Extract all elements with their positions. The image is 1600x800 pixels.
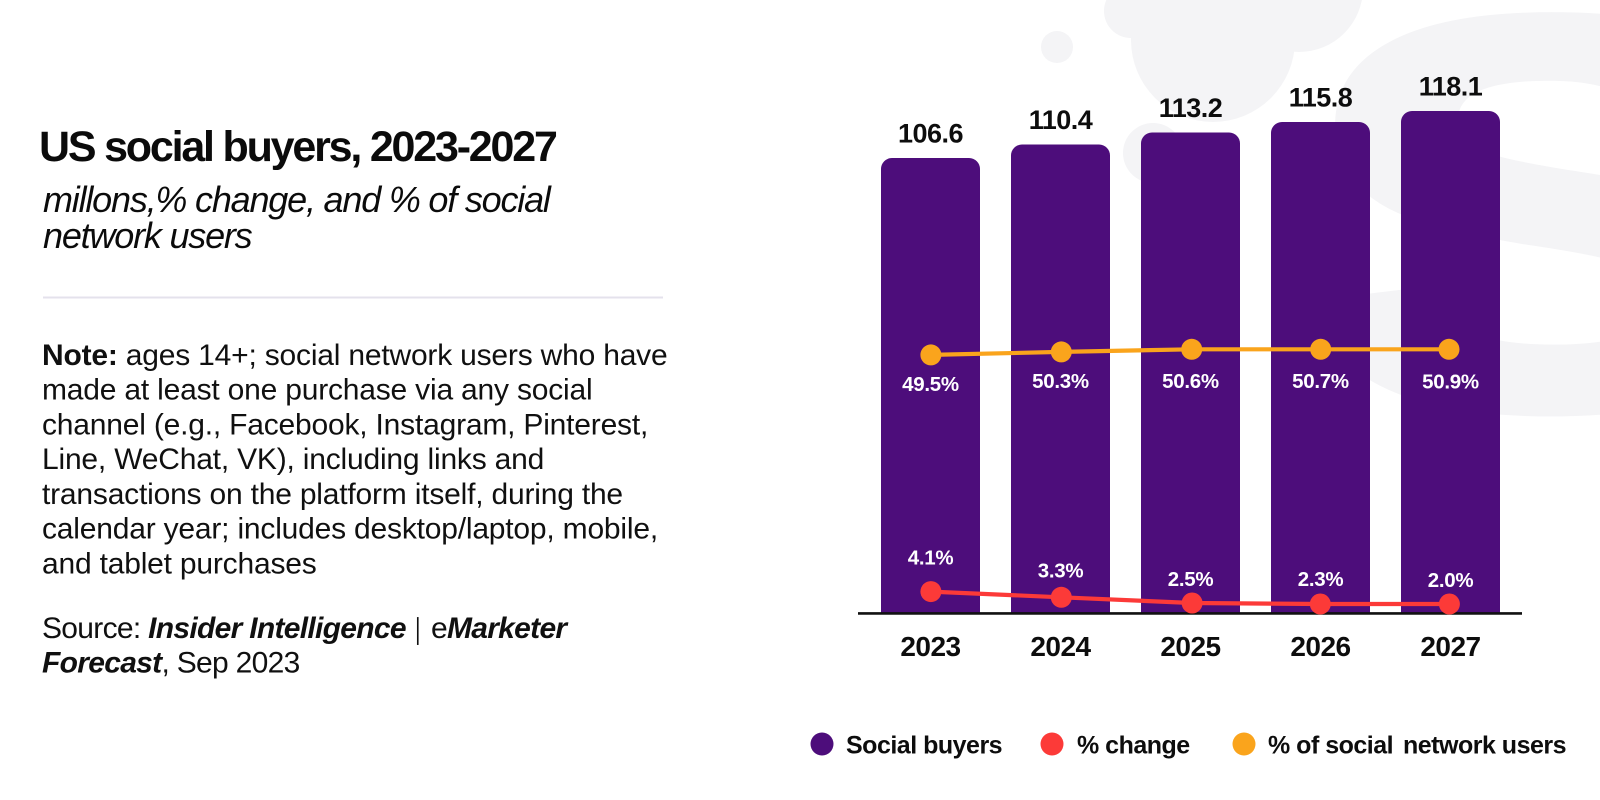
svg-text:50.9%: 50.9% (1422, 371, 1479, 394)
svg-text:Social buyers: Social buyers (846, 732, 1002, 760)
svg-text:106.6: 106.6 (898, 119, 964, 149)
svg-text:network users: network users (1403, 732, 1566, 760)
svg-text:50.3%: 50.3% (1032, 370, 1089, 393)
svg-text:channel (e.g., Facebook, Insta: channel (e.g., Facebook, Instagram, Pint… (42, 409, 648, 442)
svg-text:50.6%: 50.6% (1162, 370, 1219, 393)
svg-text:113.2: 113.2 (1159, 93, 1223, 123)
svg-text:49.5%: 49.5% (902, 373, 959, 396)
svg-text:2023: 2023 (900, 631, 960, 662)
svg-text:2026: 2026 (1290, 631, 1350, 662)
svg-text:millons,% change, and % of soc: millons,% change, and % of social (43, 179, 552, 220)
svg-text:% change: % change (1077, 732, 1190, 760)
svg-text:network users: network users (43, 215, 253, 256)
svg-text:Forecast, Sep 2023: Forecast, Sep 2023 (42, 647, 300, 680)
svg-text:2027: 2027 (1420, 631, 1480, 662)
svg-text:2.0%: 2.0% (1428, 569, 1474, 592)
svg-text:Source: Insider Intelligence │: Source: Insider Intelligence │ eMarketer (42, 612, 569, 645)
svg-text:115.8: 115.8 (1289, 83, 1353, 113)
svg-text:2.3%: 2.3% (1298, 568, 1344, 591)
svg-text:transactions on the platform i: transactions on the platform itself, dur… (42, 478, 623, 511)
svg-text:Note: ages 14+; social network: Note: ages 14+; social network users who… (42, 339, 667, 372)
svg-text:2024: 2024 (1030, 631, 1091, 662)
svg-text:110.4: 110.4 (1029, 105, 1093, 135)
svg-text:calendar year; includes deskto: calendar year; includes desktop/laptop, … (42, 513, 658, 546)
svg-text:2.5%: 2.5% (1168, 568, 1214, 591)
svg-text:50.7%: 50.7% (1292, 370, 1349, 393)
svg-text:118.1: 118.1 (1419, 72, 1483, 102)
svg-text:2025: 2025 (1160, 631, 1220, 662)
svg-text:3.3%: 3.3% (1038, 560, 1084, 583)
svg-text:Line, WeChat, VK), including l: Line, WeChat, VK), including links and (42, 443, 544, 476)
svg-text:% of social: % of social (1268, 732, 1393, 760)
svg-text:and tablet purchases: and tablet purchases (42, 548, 317, 581)
svg-text:4.1%: 4.1% (908, 547, 954, 570)
svg-text:made at least one purchase via: made at least one purchase via any socia… (42, 374, 592, 407)
svg-text:US social buyers, 2023-2027: US social buyers, 2023-2027 (39, 123, 557, 171)
